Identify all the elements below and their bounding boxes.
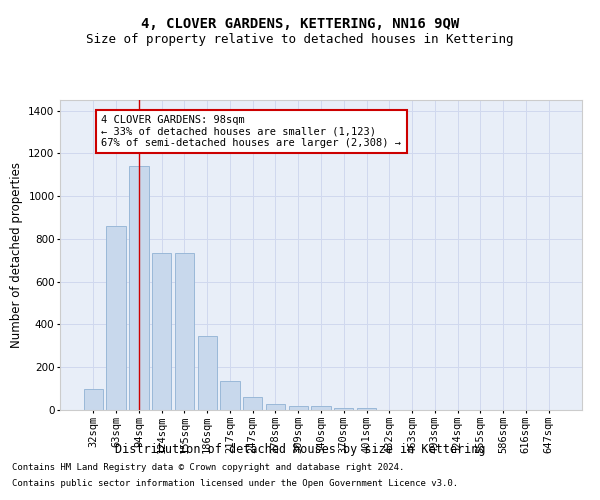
Bar <box>175 253 194 410</box>
Bar <box>84 388 103 410</box>
Bar <box>289 406 308 410</box>
Bar <box>311 406 331 410</box>
Bar <box>106 226 126 410</box>
Bar <box>334 408 353 410</box>
Bar <box>152 253 172 410</box>
Bar <box>266 404 285 410</box>
Bar <box>129 166 149 410</box>
Bar <box>220 381 239 410</box>
Text: Contains HM Land Registry data © Crown copyright and database right 2024.: Contains HM Land Registry data © Crown c… <box>12 464 404 472</box>
Bar <box>243 397 262 410</box>
Bar <box>197 336 217 410</box>
Text: Size of property relative to detached houses in Kettering: Size of property relative to detached ho… <box>86 32 514 46</box>
Text: 4 CLOVER GARDENS: 98sqm
← 33% of detached houses are smaller (1,123)
67% of semi: 4 CLOVER GARDENS: 98sqm ← 33% of detache… <box>101 115 401 148</box>
Y-axis label: Number of detached properties: Number of detached properties <box>10 162 23 348</box>
Text: Contains public sector information licensed under the Open Government Licence v3: Contains public sector information licen… <box>12 478 458 488</box>
Bar <box>357 408 376 410</box>
Text: Distribution of detached houses by size in Kettering: Distribution of detached houses by size … <box>115 442 485 456</box>
Text: 4, CLOVER GARDENS, KETTERING, NN16 9QW: 4, CLOVER GARDENS, KETTERING, NN16 9QW <box>141 18 459 32</box>
